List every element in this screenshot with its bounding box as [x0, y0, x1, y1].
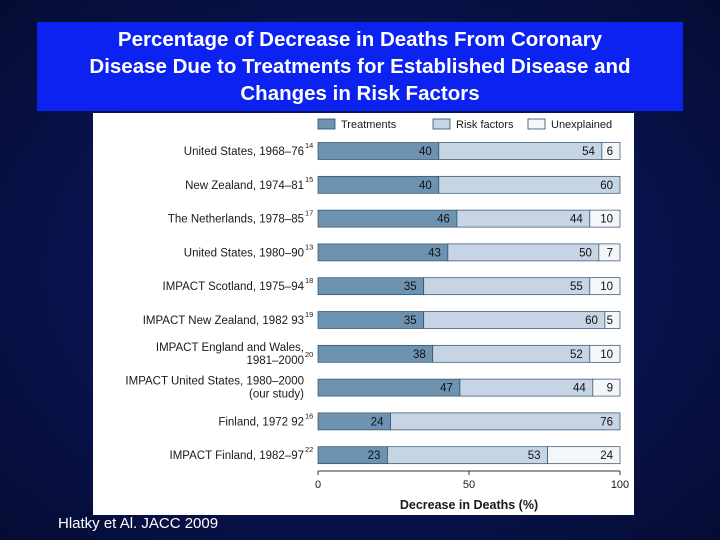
legend-label-1: Treatments: [341, 119, 397, 131]
legend-swatch-1: [317, 118, 336, 130]
bar-segment: [423, 277, 591, 296]
bar-value-label: 10: [600, 214, 613, 226]
bar-value-label: 50: [579, 247, 592, 259]
bar-value-label: 60: [600, 180, 613, 192]
category-label: IMPACT United States, 1980–2000: [125, 376, 304, 388]
bar-value-label: 43: [428, 247, 441, 259]
category-superscript: 22: [305, 445, 313, 454]
x-tick-label: 100: [611, 479, 629, 491]
bar-segment: [447, 243, 600, 262]
legend-label-3: Unexplained: [551, 119, 612, 131]
category-superscript: 18: [305, 276, 313, 285]
category-label: The Netherlands, 1978–85: [168, 214, 304, 226]
bar-segment: [592, 378, 621, 397]
bar-value-label: 52: [570, 349, 583, 361]
bar-segment: [317, 378, 461, 397]
bar-value-label: 38: [413, 349, 426, 361]
category-label: IMPACT Scotland, 1975–94: [163, 281, 305, 293]
bar-segment: [387, 446, 548, 465]
legend-label-2: Risk factors: [456, 119, 514, 131]
category-label: United States, 1968–76: [184, 146, 304, 158]
x-tick-label: 0: [315, 479, 321, 491]
bar-value-label: 55: [570, 281, 583, 293]
category-label: United States, 1980–90: [184, 247, 304, 259]
bar-value-label: 54: [582, 146, 595, 158]
bar-value-label: 35: [404, 315, 417, 327]
legend-swatch-3: [527, 118, 546, 130]
bar-value-label: 44: [570, 214, 583, 226]
category-label: New Zealand, 1974–81: [185, 180, 304, 192]
bar-value-label: 5: [607, 315, 613, 327]
bar-segment: [423, 311, 606, 329]
slide-title: Percentage of Decrease in Deaths From Co…: [37, 22, 683, 111]
bar-value-label: 7: [607, 247, 613, 259]
category-superscript: 17: [305, 209, 313, 218]
category-label: Finland, 1972 92: [218, 416, 304, 428]
x-tick-label: 50: [463, 479, 475, 491]
bar-value-label: 24: [600, 450, 613, 462]
bar-value-label: 44: [573, 383, 586, 395]
chart-panel: Treatments Risk factors Unexplained 40 54 6 Un…: [93, 113, 634, 515]
bar-segment: [438, 175, 621, 194]
category-superscript: 19: [305, 310, 313, 319]
title-line-2: Disease Due to Treatments for Establishe…: [89, 55, 631, 78]
category-superscript: 20: [305, 350, 313, 359]
bar-value-label: 10: [600, 349, 613, 361]
bar-segment: [598, 243, 621, 262]
bar-value-label: 9: [607, 383, 613, 395]
category-label: IMPACT England and Wales,: [156, 342, 304, 354]
bar-segment: [589, 209, 621, 228]
category-label: 1981–2000: [246, 355, 304, 367]
bar-value-label: 6: [607, 146, 613, 158]
category-superscript: 15: [305, 175, 313, 184]
category-superscript: 13: [305, 242, 313, 251]
bar-value-label: 76: [600, 416, 613, 428]
bar-segment: [390, 412, 621, 431]
bar-segment: [317, 209, 458, 228]
bar-segment: [589, 277, 621, 296]
category-label: (our study): [249, 389, 304, 401]
bar-segment: [589, 344, 621, 363]
bar-value-label: 10: [600, 281, 613, 293]
bar-value-label: 53: [528, 450, 541, 462]
legend-swatch-2: [432, 118, 451, 130]
category-label: IMPACT Finland, 1982–97: [170, 450, 304, 462]
bar-value-label: 35: [404, 281, 417, 293]
bar-value-label: 40: [419, 146, 432, 158]
bar-segment: [547, 446, 621, 465]
x-axis-label: Decrease in Deaths (%): [400, 498, 538, 512]
bar-value-label: 47: [440, 383, 453, 395]
citation: Hlatky et Al. JACC 2009: [58, 515, 219, 532]
bar-value-label: 24: [371, 416, 384, 428]
bar-value-label: 23: [368, 450, 381, 462]
bar-segment: [432, 344, 591, 363]
bar-segment: [438, 142, 603, 160]
bar-value-label: 46: [437, 214, 450, 226]
bar-value-label: 40: [419, 180, 432, 192]
title-line-3: Changes in Risk Factors: [240, 82, 480, 105]
category-superscript: 14: [305, 141, 313, 150]
bar-value-label: 60: [585, 315, 598, 327]
bar-segment: [604, 311, 621, 329]
title-line-1: Percentage of Decrease in Deaths From Co…: [117, 28, 603, 51]
category-label: IMPACT New Zealand, 1982 93: [143, 315, 304, 327]
bar-segment: [601, 142, 621, 160]
category-superscript: 16: [305, 411, 313, 420]
